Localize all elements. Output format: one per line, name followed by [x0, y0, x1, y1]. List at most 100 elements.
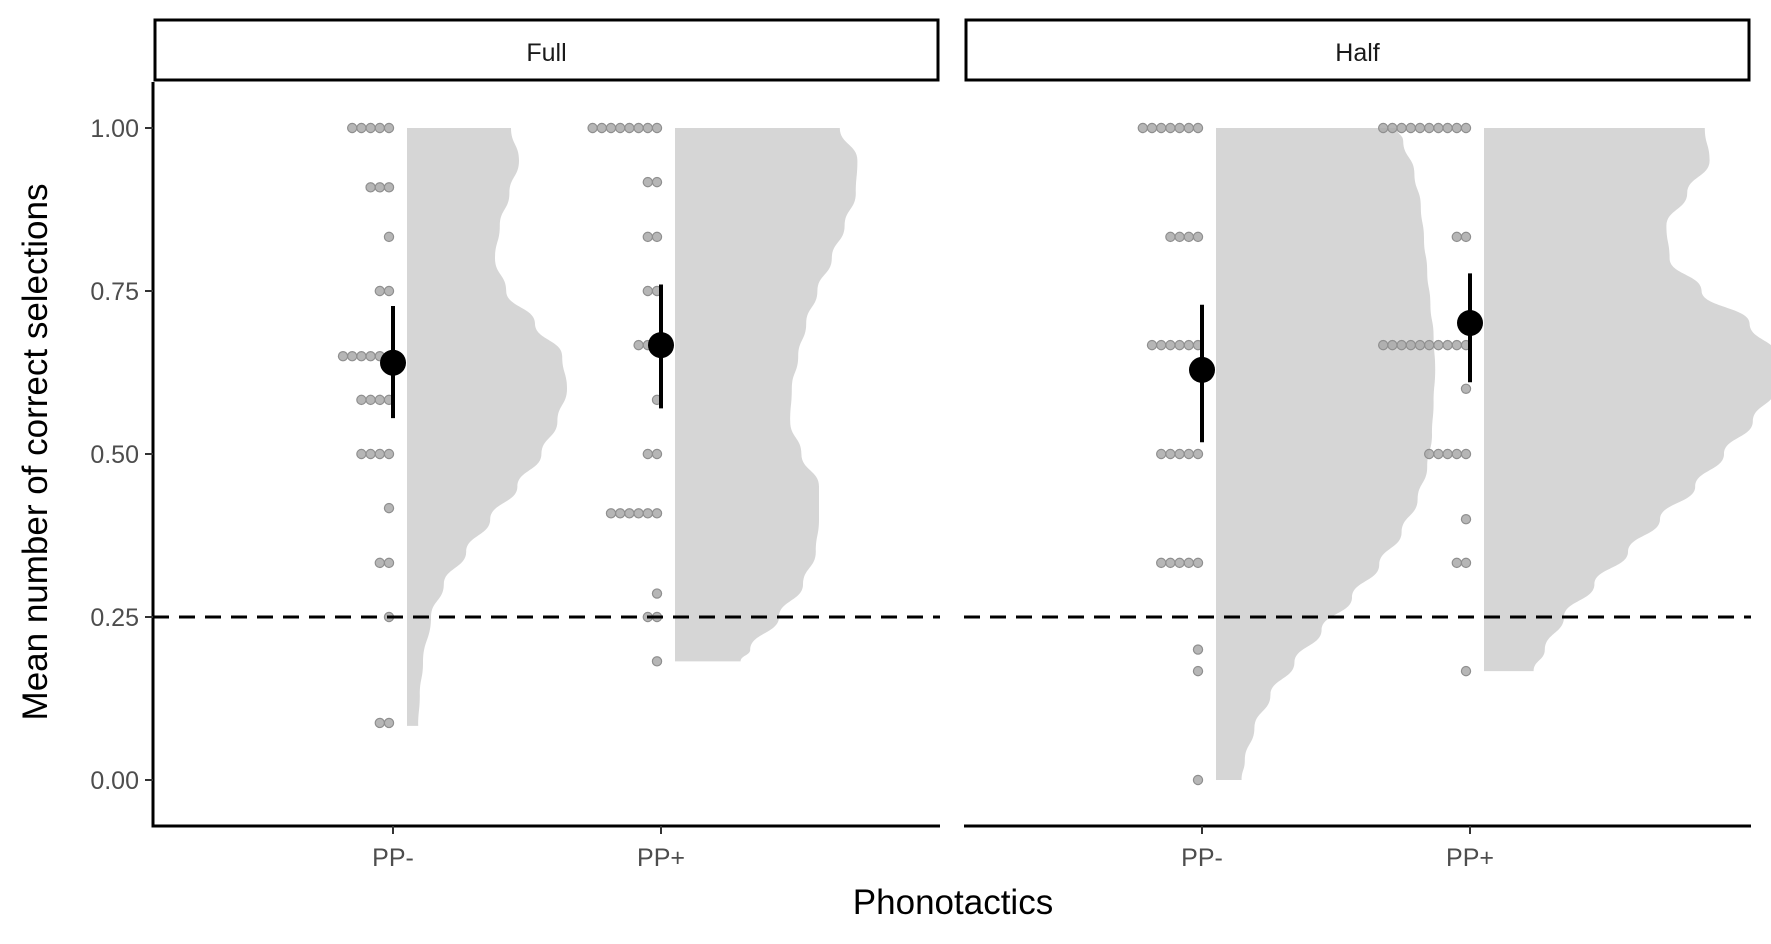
data-point — [1396, 339, 1407, 351]
facet-strip — [964, 18, 1751, 82]
density-cloud — [407, 128, 567, 726]
y-tick-label: 0.75 — [90, 278, 139, 306]
x-tick-label: PP+ — [637, 844, 685, 872]
data-point — [624, 122, 635, 134]
data-point — [1183, 448, 1195, 460]
data-point — [605, 122, 617, 134]
data-point — [1433, 122, 1444, 134]
data-point — [642, 176, 654, 188]
data-point — [356, 394, 367, 406]
data-point — [383, 285, 395, 297]
data-point — [1165, 557, 1176, 569]
data-point — [365, 122, 376, 134]
data-point — [633, 339, 644, 351]
x-tick-label: PP- — [1181, 844, 1223, 872]
data-point — [633, 508, 644, 519]
density-cloud — [1484, 128, 1771, 672]
x-axis-title: Phonotactics — [853, 883, 1053, 922]
facet-label: Full — [526, 39, 566, 67]
data-point — [651, 588, 663, 599]
data-point — [1174, 339, 1185, 351]
data-point — [383, 182, 395, 193]
data-point — [1174, 231, 1185, 243]
data-point — [365, 182, 376, 193]
data-point — [642, 448, 654, 460]
data-point — [374, 717, 385, 729]
data-point — [1460, 514, 1472, 525]
data-point — [1423, 122, 1435, 134]
data-point — [651, 656, 663, 667]
data-point — [1165, 448, 1176, 460]
y-tick-label: 0.00 — [90, 767, 139, 795]
data-point — [356, 351, 367, 362]
data-point — [1451, 231, 1463, 243]
data-point — [374, 557, 385, 569]
data-point — [1442, 122, 1453, 134]
data-point — [1192, 665, 1204, 677]
group-PP+ — [587, 122, 858, 667]
data-point — [374, 285, 385, 297]
data-point — [596, 122, 608, 134]
data-point — [1433, 339, 1444, 351]
data-point — [383, 502, 395, 514]
data-point — [1460, 557, 1472, 569]
data-point — [374, 182, 385, 193]
data-point — [651, 508, 663, 519]
data-point — [1423, 448, 1435, 460]
data-point — [1387, 339, 1398, 351]
x-tick-label: PP- — [372, 844, 414, 872]
data-point — [1146, 122, 1158, 134]
data-point — [651, 176, 663, 188]
data-point — [615, 508, 626, 519]
data-point — [1183, 339, 1195, 351]
data-point — [1460, 383, 1472, 394]
data-point — [365, 448, 376, 460]
data-point — [1155, 122, 1167, 134]
data-point — [642, 285, 654, 297]
data-point — [1405, 339, 1417, 351]
data-point — [383, 717, 395, 729]
data-point — [383, 557, 395, 569]
panel-half: Half PP- PP+ — [964, 18, 1771, 872]
data-point — [365, 351, 376, 362]
facet-label: Half — [1335, 39, 1380, 67]
data-point — [383, 448, 395, 460]
data-point — [1460, 122, 1472, 134]
data-point — [383, 122, 395, 134]
y-tick-label: 0.25 — [90, 604, 139, 632]
data-point — [642, 231, 654, 243]
mean-point — [1457, 309, 1483, 336]
density-cloud — [675, 128, 858, 662]
data-point — [1414, 122, 1426, 134]
group-PP+ — [1377, 122, 1771, 677]
density-cloud — [1216, 128, 1436, 780]
data-point — [1405, 122, 1417, 134]
data-point — [605, 508, 617, 519]
data-point — [1442, 339, 1453, 351]
mean-point — [1189, 356, 1215, 383]
data-point — [1165, 122, 1176, 134]
mean-point — [380, 349, 406, 376]
data-point — [1155, 448, 1167, 460]
data-point — [1137, 122, 1149, 134]
data-point — [642, 508, 654, 519]
data-point — [1192, 122, 1204, 134]
data-point — [1183, 557, 1195, 569]
data-point — [356, 122, 367, 134]
data-point — [1146, 339, 1158, 351]
data-point — [1396, 122, 1407, 134]
data-point — [347, 351, 358, 362]
panel-full: Full PP- PP+ — [151, 18, 940, 872]
data-point — [615, 122, 626, 134]
data-point — [1183, 122, 1195, 134]
data-point — [1174, 557, 1185, 569]
data-point — [1174, 122, 1185, 134]
data-point — [383, 231, 395, 243]
data-point — [1192, 231, 1204, 243]
mean-point — [648, 332, 674, 359]
data-point — [374, 394, 385, 406]
data-point — [1387, 122, 1398, 134]
data-point — [1460, 665, 1472, 677]
data-point — [1451, 448, 1463, 460]
